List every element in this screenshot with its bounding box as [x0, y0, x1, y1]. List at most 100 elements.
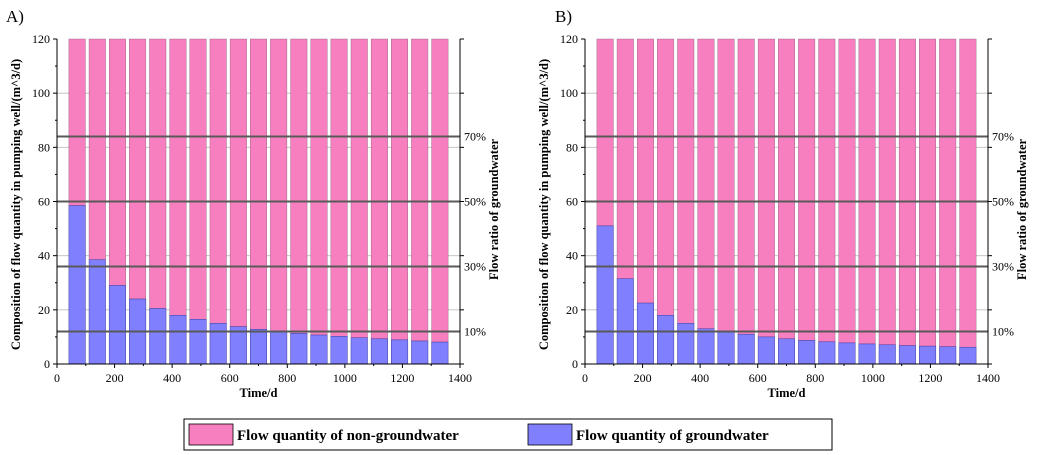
- ratio-label: 50%: [464, 195, 486, 209]
- bar-non-groundwater: [919, 38, 937, 347]
- bar-non-groundwater: [108, 38, 126, 286]
- bar-non-groundwater: [596, 38, 614, 227]
- bar-non-groundwater: [189, 38, 207, 320]
- bar-groundwater: [149, 308, 167, 365]
- bar-groundwater: [737, 333, 755, 365]
- ratio-label: 10%: [464, 325, 486, 339]
- bar-groundwater: [717, 331, 735, 365]
- legend-label-groundwater: Flow quantity of groundwater: [576, 428, 769, 444]
- bar-groundwater: [818, 341, 836, 365]
- x-tick-label: 800: [278, 371, 296, 385]
- y-tick-label: 100: [32, 86, 50, 100]
- bar-groundwater: [249, 329, 268, 365]
- bar-non-groundwater: [129, 38, 147, 300]
- y-tick-label: 80: [566, 140, 578, 154]
- y-tick-label: 60: [566, 195, 578, 209]
- bar-groundwater: [838, 342, 856, 365]
- bar-groundwater: [411, 340, 429, 365]
- bar-groundwater: [898, 345, 916, 365]
- bar-non-groundwater: [636, 38, 654, 304]
- bar-non-groundwater: [677, 38, 695, 324]
- panel-label: B): [555, 7, 572, 26]
- bar-groundwater: [350, 337, 368, 365]
- bar-non-groundwater: [657, 38, 675, 316]
- ratio-label: 50%: [992, 195, 1014, 209]
- bar-groundwater: [68, 205, 86, 365]
- bar-groundwater: [636, 302, 654, 365]
- bar-non-groundwater: [878, 38, 896, 345]
- bar-non-groundwater: [616, 38, 634, 279]
- x-tick-label: 1400: [976, 371, 1000, 385]
- x-tick-label: 400: [163, 371, 181, 385]
- bar-non-groundwater: [250, 38, 267, 330]
- ratio-label: 30%: [464, 260, 486, 274]
- legend-label-non-groundwater: Flow quantity of non-groundwater: [237, 428, 459, 444]
- bar-non-groundwater: [330, 38, 348, 337]
- bar-groundwater: [391, 339, 409, 365]
- bar-non-groundwater: [68, 38, 86, 206]
- x-axis-title: Time/d: [240, 386, 278, 400]
- bar-groundwater: [798, 340, 816, 365]
- bar-non-groundwater: [310, 38, 328, 336]
- bar-groundwater: [919, 345, 937, 365]
- bar-groundwater: [697, 328, 715, 365]
- bar-non-groundwater: [818, 38, 836, 342]
- bar-groundwater: [757, 336, 775, 365]
- bar-groundwater: [777, 338, 796, 365]
- y-tick-label: 60: [38, 195, 50, 209]
- bar-groundwater: [310, 334, 328, 365]
- y-tick-label: 120: [32, 32, 50, 46]
- bar-groundwater: [939, 346, 957, 365]
- bar-non-groundwater: [858, 38, 876, 345]
- bar-groundwater: [596, 225, 614, 365]
- y-tick-label: 20: [38, 303, 50, 317]
- x-axis-title: Time/d: [768, 386, 806, 400]
- bar-non-groundwater: [959, 38, 977, 348]
- y-tick-label: 0: [572, 357, 578, 371]
- bar-non-groundwater: [411, 38, 429, 342]
- bar-non-groundwater: [270, 38, 288, 332]
- x-tick-label: 1400: [448, 371, 472, 385]
- x-tick-label: 1000: [333, 371, 357, 385]
- bar-groundwater: [169, 315, 187, 365]
- legend-box: [183, 418, 833, 451]
- bar-groundwater: [370, 338, 388, 365]
- x-tick-label: 600: [749, 371, 767, 385]
- x-tick-label: 1000: [861, 371, 885, 385]
- x-tick-label: 1200: [918, 371, 942, 385]
- y-tick-label: 40: [566, 249, 578, 263]
- x-tick-label: 1200: [390, 371, 414, 385]
- x-tick-label: 400: [691, 371, 709, 385]
- bar-groundwater: [677, 323, 695, 365]
- y-tick-label: 20: [566, 303, 578, 317]
- bar-groundwater: [189, 319, 207, 365]
- y2-axis-title: Flow ratio of groundwater: [487, 139, 501, 281]
- bar-groundwater: [209, 323, 227, 365]
- bar-non-groundwater: [737, 38, 755, 335]
- y-tick-label: 100: [560, 86, 578, 100]
- bar-groundwater: [959, 346, 977, 365]
- bar-groundwater: [657, 315, 675, 365]
- bar-groundwater: [616, 278, 634, 365]
- bar-non-groundwater: [778, 38, 795, 340]
- legend-swatch-non-groundwater: [188, 423, 234, 446]
- bar-non-groundwater: [169, 38, 187, 316]
- bar-non-groundwater: [209, 38, 227, 324]
- bar-non-groundwater: [391, 38, 409, 341]
- bar-non-groundwater: [431, 38, 449, 343]
- bar-non-groundwater: [717, 38, 735, 332]
- x-tick-label: 200: [634, 371, 652, 385]
- bar-non-groundwater: [290, 38, 308, 334]
- bar-groundwater: [858, 343, 876, 365]
- x-tick-label: 0: [582, 371, 588, 385]
- y-tick-label: 120: [560, 32, 578, 46]
- bar-non-groundwater: [229, 38, 247, 327]
- bar-groundwater: [878, 344, 896, 365]
- panel-label: A): [6, 7, 24, 26]
- bar-non-groundwater: [149, 38, 167, 309]
- legend-swatch-groundwater: [527, 423, 573, 446]
- y-tick-label: 0: [44, 357, 50, 371]
- y-axis-title: Composition of flow quantity in pumping …: [537, 59, 551, 350]
